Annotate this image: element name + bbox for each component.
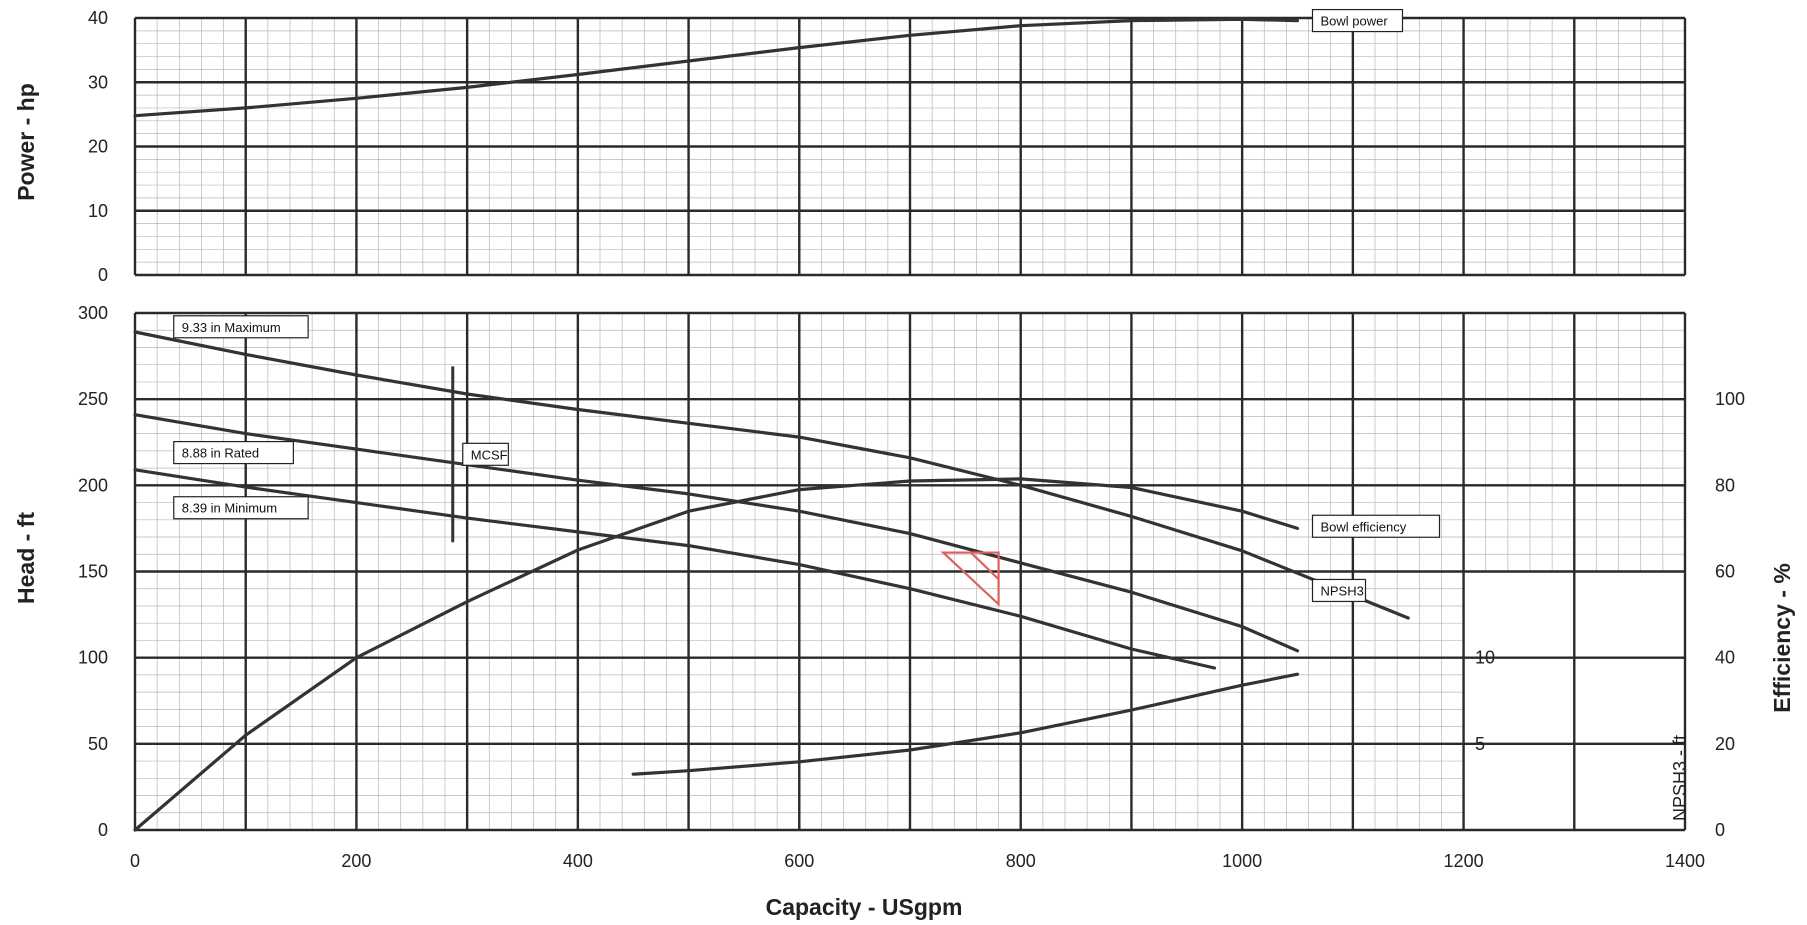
npsh3-label-box [1311, 578, 1367, 603]
capacity-tick-label: 600 [784, 851, 814, 871]
efficiency-tick-label: 0 [1715, 820, 1725, 840]
impeller-rated-curve [133, 413, 1300, 653]
head-tick-label: 150 [78, 562, 108, 582]
bowl-efficiency-curve [133, 477, 1300, 832]
power-tick-label: 0 [98, 265, 108, 285]
chart-grid [133, 16, 1687, 832]
bowl-power-label: Bowl power [1311, 8, 1404, 33]
efficiency-tick-label: 100 [1715, 389, 1745, 409]
mcsf-label-text: MCSF [471, 447, 508, 462]
chart-labels: 0102030400501001502002503000204060801005… [78, 8, 1745, 871]
head-tick-label: 100 [78, 648, 108, 668]
efficiency-tick-label: 60 [1715, 562, 1735, 582]
head-tick-label: 50 [88, 734, 108, 754]
impeller-rated-label-text: 8.88 in Rated [182, 446, 259, 461]
efficiency-axis-title: Efficiency - % [1769, 563, 1795, 713]
power-tick-label: 10 [88, 201, 108, 221]
mcsf-label-box [462, 442, 509, 466]
bowl-efficiency-label-text: Bowl efficiency [1321, 519, 1407, 534]
capacity-tick-label: 400 [563, 851, 593, 871]
power-tick-label: 20 [88, 137, 108, 157]
head-tick-label: 200 [78, 475, 108, 495]
bowl-power-label-text: Bowl power [1321, 14, 1389, 29]
npsh-axis-title: NPSH3 - ft [1670, 735, 1690, 821]
head-tick-label: 300 [78, 303, 108, 323]
efficiency-tick-label: 20 [1715, 734, 1735, 754]
duty-point-marker [940, 551, 1000, 607]
capacity-tick-label: 1200 [1444, 851, 1484, 871]
capacity-tick-label: 200 [341, 851, 371, 871]
impeller-max-label-box [173, 315, 309, 339]
impeller-max-curve [133, 330, 1410, 620]
npsh3-label-text: NPSH3 [1321, 583, 1364, 598]
impeller-max-label: 9.33 in Maximum [173, 315, 309, 339]
npsh3-curve [631, 672, 1300, 776]
capacity-tick-label: 800 [1006, 851, 1036, 871]
impeller-min-curve [133, 468, 1217, 670]
head-tick-label: 250 [78, 389, 108, 409]
impeller-min-label-box [173, 496, 309, 520]
impeller-max-label-text: 9.33 in Maximum [182, 320, 281, 335]
duty-point-marker-inner [970, 551, 1000, 581]
impeller-rated-label: 8.88 in Rated [173, 440, 294, 465]
head-tick-label: 0 [98, 820, 108, 840]
npsh-tick-label: 5 [1475, 734, 1485, 754]
bowl-efficiency-label: Bowl efficiency [1311, 514, 1441, 538]
mcsf-label: MCSF [462, 442, 509, 466]
capacity-axis-title: Capacity - USgpm [766, 894, 963, 920]
head-axis-title: Head - ft [13, 512, 39, 604]
npsh-tick-label: 10 [1475, 648, 1495, 668]
npsh3-label: NPSH3 [1311, 578, 1367, 603]
power-tick-label: 40 [88, 8, 108, 28]
impeller-min-label: 8.39 in Minimum [173, 496, 309, 520]
capacity-tick-label: 0 [130, 851, 140, 871]
capacity-tick-label: 1400 [1665, 851, 1705, 871]
chart-curves [133, 17, 1410, 832]
impeller-rated-label-box [173, 440, 294, 465]
efficiency-tick-label: 80 [1715, 475, 1735, 495]
impeller-min-label-text: 8.39 in Minimum [182, 501, 277, 516]
bowl-efficiency-label-box [1311, 514, 1441, 538]
efficiency-tick-label: 40 [1715, 648, 1735, 668]
bowl-power-curve [133, 17, 1300, 118]
power-axis-title: Power - hp [13, 83, 39, 201]
power-tick-label: 30 [88, 72, 108, 92]
capacity-tick-label: 1000 [1222, 851, 1262, 871]
bowl-power-label-box [1311, 8, 1404, 33]
